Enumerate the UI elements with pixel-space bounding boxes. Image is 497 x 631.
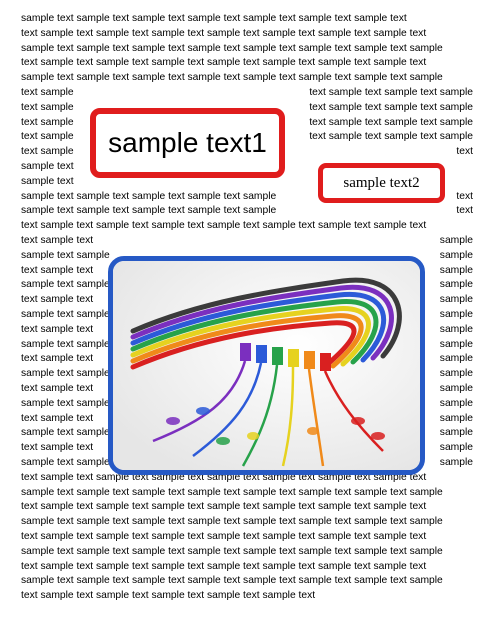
text-line: text sample text sample text sample text… (21, 27, 427, 39)
text-line: sample text sample text sample text samp… (21, 72, 443, 84)
text-line: text sample text sample text sample text… (21, 220, 427, 232)
text-line: text sample text sample text sample (309, 131, 473, 143)
text-line: text sample (21, 116, 74, 128)
text-line: sample text sample (21, 457, 110, 468)
text-line: sample text sample (21, 279, 110, 291)
text-line: sample text sample text sample text samp… (21, 575, 443, 587)
text-line: text sample text (21, 353, 94, 365)
text-line: text sample text (21, 235, 94, 246)
text-line: text sample text sample text sample (309, 101, 473, 113)
text-line: sample text sample (21, 368, 110, 380)
text-line: text (456, 146, 473, 158)
text-line: sample (439, 368, 473, 380)
text-line: text sample text sample text sample text… (21, 560, 427, 572)
text-line: text sample text (21, 442, 94, 454)
text-line: sample text sample text sample text samp… (21, 42, 443, 54)
text-line: sample text sample (21, 338, 110, 350)
text-line: text sample text (21, 383, 94, 394)
text-line: sample (439, 323, 473, 335)
rainbow-paint-illustration (113, 261, 420, 470)
text-line: text sample text sample text sample (309, 116, 473, 128)
text-line: sample text sample text sample text samp… (21, 516, 443, 528)
text-line: text sample text (21, 294, 94, 306)
text-line: sample text (21, 161, 74, 172)
text-line: sample (439, 249, 473, 261)
text-line: text sample text (21, 323, 94, 335)
text-line: sample (439, 264, 473, 276)
image-frame (108, 256, 425, 475)
text-line: text (456, 190, 473, 202)
text-line: sample text sample text sample text samp… (21, 545, 443, 557)
text-line: text sample text (21, 264, 94, 276)
text-line: text sample (21, 146, 74, 158)
callout-small-text: sample text2 (343, 174, 420, 191)
text-line: text sample (21, 101, 74, 113)
text-line: sample text sample text sample text samp… (21, 205, 277, 217)
text-line: sample text sample (21, 427, 110, 439)
text-line: sample text sample (21, 249, 110, 261)
text-line: sample (439, 397, 473, 409)
text-line: text sample text sample text sample text… (21, 471, 427, 483)
text-line: sample text sample text sample text samp… (21, 486, 443, 498)
text-line: sample text sample (21, 397, 110, 409)
text-line: sample (439, 427, 473, 439)
text-line: sample text sample text sample text samp… (21, 13, 407, 24)
text-line: sample (439, 412, 473, 424)
text-line: text sample text sample text sample text… (21, 531, 427, 542)
text-line: text sample (21, 87, 74, 98)
text-line: sample (439, 457, 473, 468)
text-line: sample text sample (21, 309, 110, 320)
text-line: sample (439, 309, 473, 320)
text-line: sample (439, 294, 473, 306)
text-line: text sample text sample text sample text… (21, 501, 427, 513)
callout-box-small: sample text2 (318, 163, 445, 203)
text-line: sample (439, 442, 473, 454)
text-line: sample (439, 383, 473, 394)
text-line: text sample (21, 131, 74, 143)
text-line: sample text (21, 175, 74, 187)
text-line: text sample text sample text sample (309, 87, 473, 98)
text-line: text sample text (21, 412, 94, 424)
callout-box-large: sample text1 (90, 108, 285, 178)
text-line: sample text sample text sample text samp… (21, 190, 277, 202)
text-line: text (456, 205, 473, 217)
text-line: sample (439, 235, 473, 246)
text-line: sample (439, 279, 473, 291)
text-line: sample (439, 338, 473, 350)
callout-large-text: sample text1 (108, 127, 267, 158)
text-line: text sample text sample text sample text… (21, 590, 316, 602)
text-line: text sample text sample text sample text… (21, 57, 427, 69)
text-line: sample (439, 353, 473, 365)
